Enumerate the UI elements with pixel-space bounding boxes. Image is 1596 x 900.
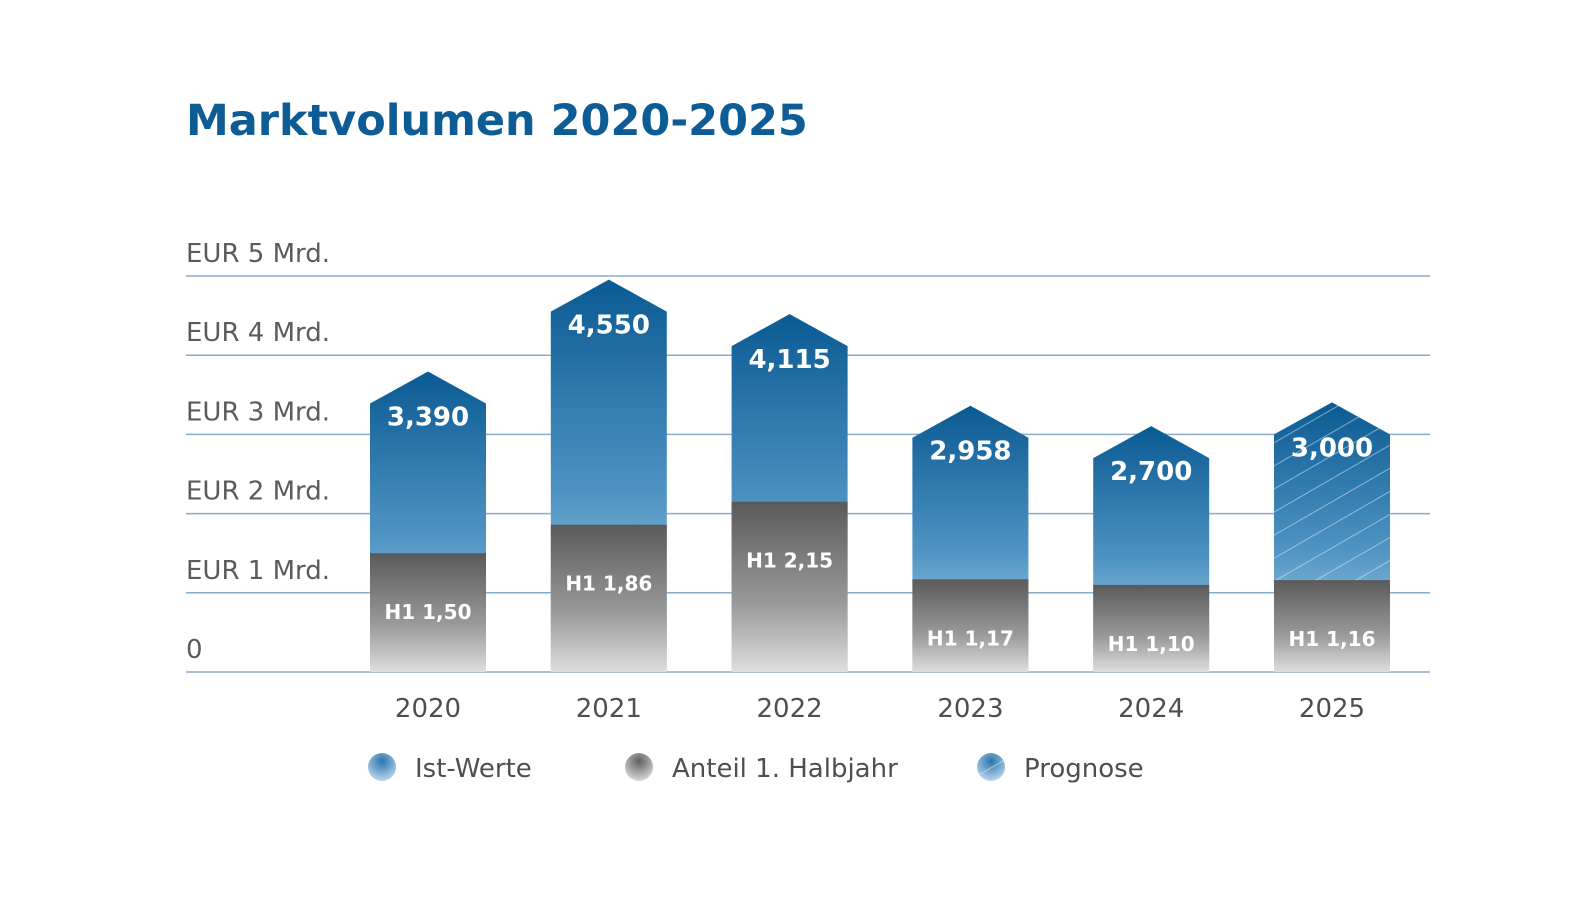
data-label-h1: H1 1,10 [1108,632,1195,656]
x-tick-label: 2024 [1118,694,1184,724]
data-label-total: 3,390 [387,403,469,433]
legend-swatch [625,753,653,781]
chart-title: Marktvolumen 2020-2025 [186,96,808,146]
x-tick-label: 2023 [937,694,1003,724]
data-label-h1: H1 1,17 [927,626,1014,650]
bar-anteil-1-halbjahr [731,501,848,672]
y-tick-label: EUR 2 Mrd. [186,477,330,507]
data-label-total: 4,550 [568,311,650,341]
bar-prognose-hatch [1274,402,1390,581]
legend-item: Anteil 1. Halbjahr [625,753,898,784]
y-tick-label: EUR 5 Mrd. [186,239,330,269]
legend-item: Prognose [977,753,1144,784]
x-tick-label: 2020 [395,694,461,724]
bar-anteil-1-halbjahr [550,524,667,672]
bar-anteil-1-halbjahr [370,553,486,672]
legend-item: Ist-Werte [368,753,532,784]
y-tick-label: 0 [186,635,203,665]
y-tick-label: EUR 4 Mrd. [186,318,330,348]
bar-anteil-1-halbjahr [1093,584,1210,672]
x-tick-label: 2022 [757,694,823,724]
x-tick-label: 2021 [576,694,642,724]
legend-label: Prognose [1024,754,1144,784]
data-label-total: 2,958 [929,437,1011,467]
data-label-total: 3,000 [1291,433,1373,463]
data-label-total: 2,700 [1110,457,1192,487]
legend-label: Ist-Werte [415,754,532,784]
x-tick-label: 2025 [1299,694,1365,724]
legend-swatch-hatch [977,753,1005,781]
y-tick-label: EUR 1 Mrd. [186,556,330,586]
legend-label: Anteil 1. Halbjahr [672,754,898,784]
legend-swatch [368,753,396,781]
y-tick-label: EUR 3 Mrd. [186,397,330,427]
bar-anteil-1-halbjahr [912,579,1029,672]
data-label-h1: H1 2,15 [746,549,833,573]
data-label-total: 4,115 [748,345,830,375]
data-label-h1: H1 1,16 [1289,627,1376,651]
bar-anteil-1-halbjahr [1274,580,1390,672]
data-label-h1: H1 1,86 [565,572,652,596]
data-label-h1: H1 1,50 [385,600,472,624]
